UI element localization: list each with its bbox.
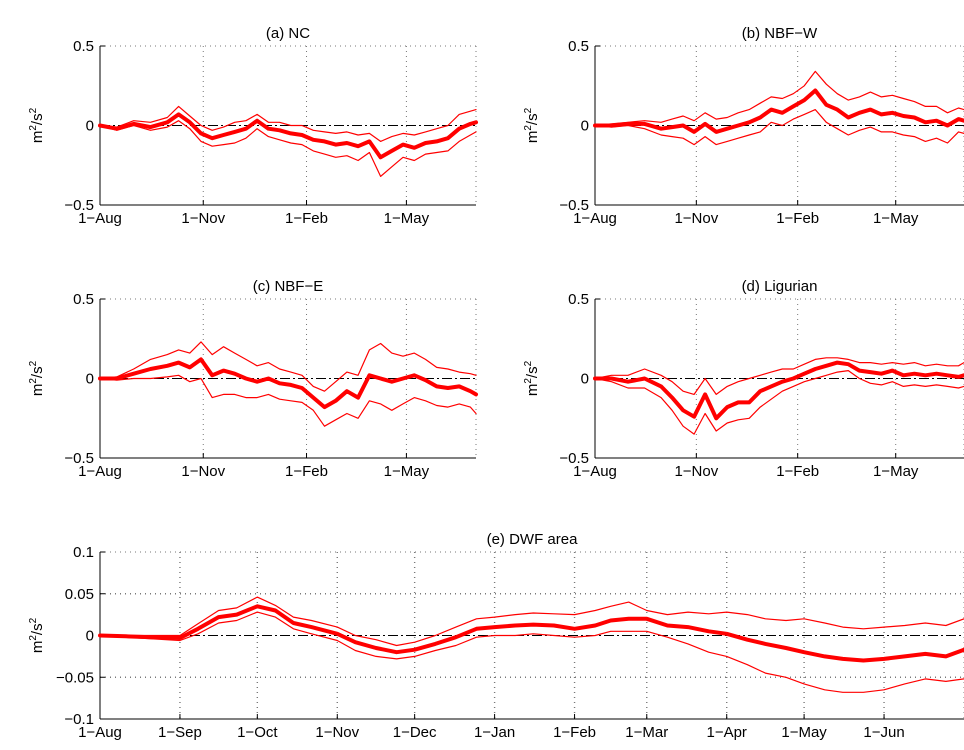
x-tick-label: 1−Sep <box>158 724 202 741</box>
x-tick-label: 1−Nov <box>315 724 359 741</box>
x-tick-label: 1−Aug <box>78 463 122 480</box>
y-tick-label: −0.1 <box>64 711 94 728</box>
x-tick-label: 1−Feb <box>285 463 328 480</box>
bound-series-line <box>594 370 964 435</box>
bound-series-line <box>99 596 964 647</box>
x-tick-label: 1−Aug <box>78 724 122 741</box>
panel-4: 0.1 0.05 0 −0.05 −0.11−Aug 1−Sep 1−Oct 1−Nov 1−D… <box>28 531 964 741</box>
bound-series-line <box>594 357 964 395</box>
mean-series-line <box>98 357 478 410</box>
x-tick-label: 1−May <box>781 724 827 741</box>
x-tick-label: 1−May <box>873 463 919 480</box>
bound-series-line <box>99 105 477 142</box>
y-tick-label: 0.05 <box>65 586 94 603</box>
bound-series-line <box>594 70 964 127</box>
mean-series-line <box>98 604 964 663</box>
y-tick-label: 0.5 <box>73 38 94 55</box>
panel-title: (a) NC <box>266 25 310 42</box>
x-tick-label: 1−Feb <box>776 210 819 227</box>
x-tick-label: 1−Apr <box>706 724 746 741</box>
bound-series-line <box>99 341 477 392</box>
y-tick-label: 0 <box>86 118 94 135</box>
panel-1: 0.5 0 −0.51−Aug 1−Nov 1−Feb 1−May (b) NBF−W m2/… <box>523 25 964 227</box>
y-tick-label: 0 <box>86 371 94 388</box>
y-tick-label: −0.5 <box>64 450 94 467</box>
x-tick-label: 1−Mar <box>625 724 668 741</box>
x-tick-label: 1−May <box>384 463 430 480</box>
mean-series-line <box>98 112 478 160</box>
x-tick-label: 1−Aug <box>573 463 617 480</box>
y-tick-label: 0.5 <box>73 291 94 308</box>
y-tick-label: −0.5 <box>64 197 94 214</box>
x-tick-label: 1−Aug <box>573 210 617 227</box>
panel-title: (e) DWF area <box>487 531 579 548</box>
y-tick-label: −0.05 <box>56 669 94 686</box>
y-axis-label: m2/s2 <box>28 360 46 396</box>
x-tick-label: 1−May <box>873 210 919 227</box>
panel-title: (c) NBF−E <box>253 278 323 295</box>
y-tick-label: 0 <box>581 371 589 388</box>
y-axis-label: m2/s2 <box>523 107 541 143</box>
x-tick-label: 1−Nov <box>674 463 718 480</box>
x-tick-label: 1−Feb <box>285 210 328 227</box>
panel-3: 0.5 0 −0.51−Aug 1−Nov 1−Feb 1−May (d) Ligurian… <box>523 278 964 480</box>
x-tick-label: 1−Jan <box>474 724 515 741</box>
panel-0: 0.5 0 −0.51−Aug 1−Nov 1−Feb 1−May (a) NC m2/s2 <box>28 25 478 227</box>
y-axis-label: m2/s2 <box>28 107 46 143</box>
panel-2: 0.5 0 −0.51−Aug 1−Nov 1−Feb 1−May (c) NBF−E m2/… <box>28 278 478 480</box>
panel-title: (d) Ligurian <box>742 278 818 295</box>
y-tick-label: 0.1 <box>73 544 94 561</box>
y-tick-label: 0 <box>581 118 589 135</box>
x-tick-label: 1−Aug <box>78 210 122 227</box>
bound-series-line <box>99 611 964 693</box>
x-tick-label: 1−Jun <box>863 724 904 741</box>
x-tick-label: 1−Nov <box>674 210 718 227</box>
y-tick-label: −0.5 <box>559 197 589 214</box>
bound-series-line <box>99 120 477 177</box>
x-tick-label: 1−Oct <box>237 724 278 741</box>
y-tick-label: 0.5 <box>568 38 589 55</box>
x-tick-label: 1−May <box>384 210 430 227</box>
y-tick-label: −0.5 <box>559 450 589 467</box>
panel-title: (b) NBF−W <box>742 25 818 42</box>
y-axis-label: m2/s2 <box>523 360 541 396</box>
x-tick-label: 1−Feb <box>776 463 819 480</box>
x-tick-label: 1−Feb <box>553 724 596 741</box>
y-tick-label: 0 <box>86 628 94 645</box>
x-tick-label: 1−Nov <box>181 210 225 227</box>
mean-series-line <box>593 360 964 421</box>
bound-series-line <box>594 108 964 146</box>
x-tick-label: 1−Dec <box>393 724 437 741</box>
y-tick-label: 0.5 <box>568 291 589 308</box>
mean-series-line <box>593 88 964 134</box>
x-tick-label: 1−Nov <box>181 463 225 480</box>
bound-series-line <box>99 374 477 427</box>
y-axis-label: m2/s2 <box>28 617 46 653</box>
